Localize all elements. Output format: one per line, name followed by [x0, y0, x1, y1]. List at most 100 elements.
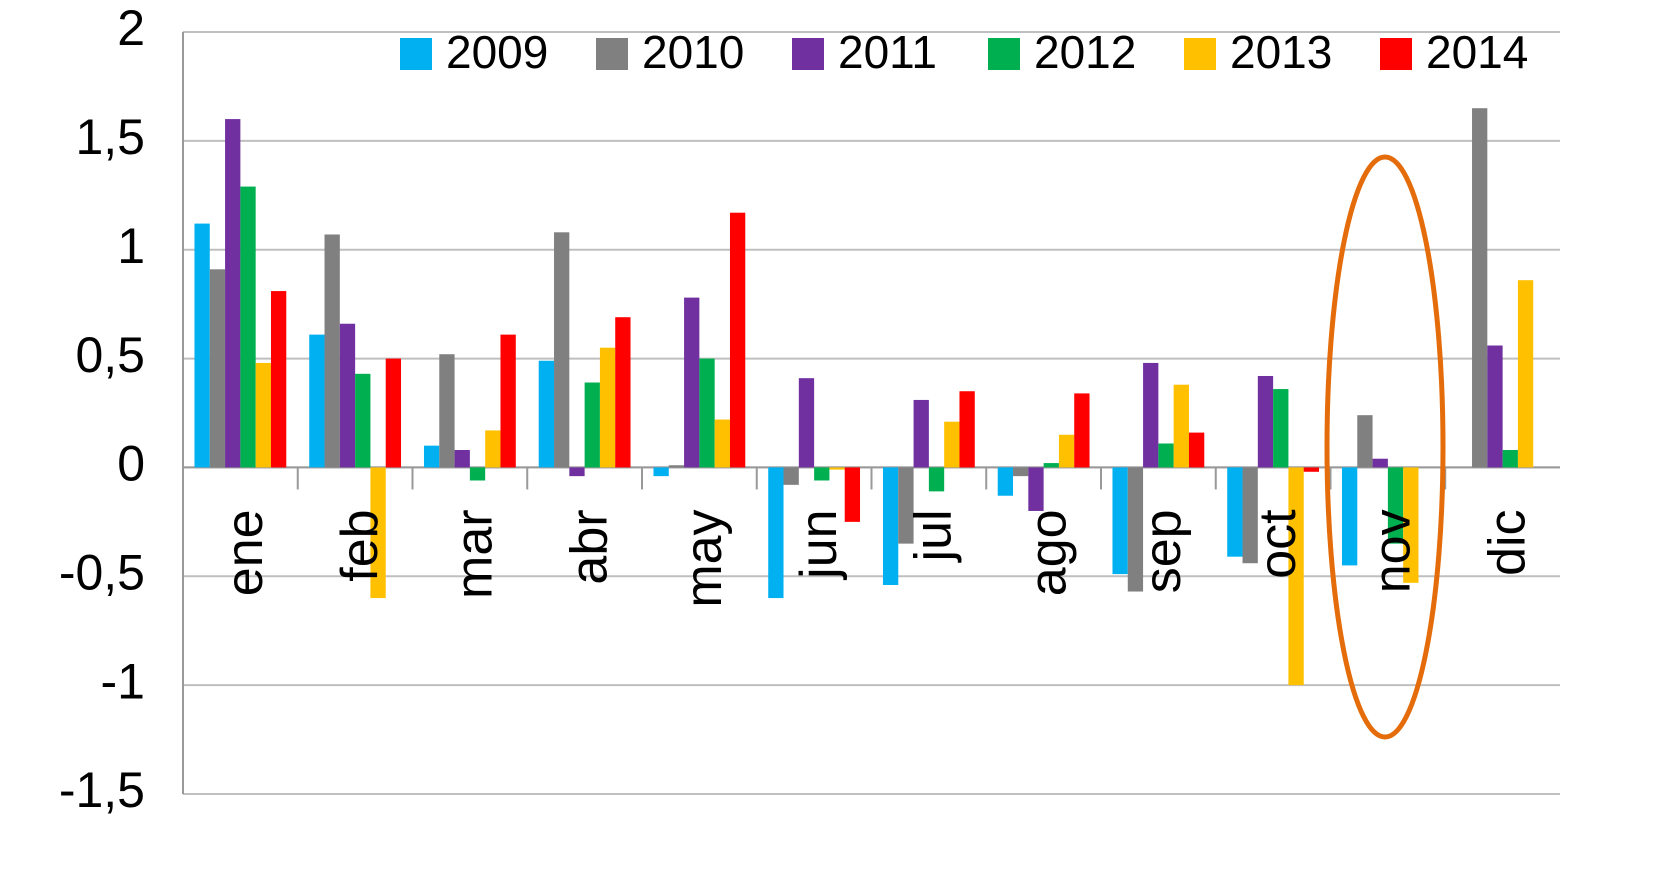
bar: [538, 360, 555, 468]
bar: [1173, 384, 1189, 468]
x-tick-label: ago: [1019, 509, 1077, 596]
legend-swatch: [400, 38, 432, 70]
bar: [324, 234, 340, 468]
bar: [1288, 467, 1304, 686]
bar: [699, 358, 715, 468]
bar: [1013, 467, 1029, 477]
bar: [898, 467, 914, 544]
bar: [1303, 467, 1320, 472]
y-tick-label: 1: [117, 218, 145, 274]
legend-swatch: [792, 38, 824, 70]
bar: [768, 467, 784, 599]
bar: [1387, 467, 1404, 544]
legend-label: 2010: [642, 26, 744, 78]
bar: [1043, 463, 1059, 468]
x-tick-label: ene: [216, 509, 274, 596]
bar: [1357, 415, 1373, 468]
bar: [584, 382, 600, 468]
legend-label: 2009: [446, 26, 548, 78]
x-tick-label: nov: [1364, 509, 1422, 593]
bar: [339, 323, 356, 468]
bar: [1028, 467, 1044, 511]
bar: [355, 373, 371, 468]
bar: [385, 358, 402, 468]
y-tick-label: -1: [101, 653, 145, 709]
bar: [959, 391, 975, 468]
bar: [454, 450, 470, 468]
y-tick-label: 2: [117, 0, 145, 56]
legend-swatch: [1184, 38, 1216, 70]
bar: [653, 467, 669, 477]
x-tick-label: abr: [560, 509, 618, 584]
bar: [928, 467, 945, 492]
x-tick-label: dic: [1478, 509, 1536, 575]
bar: [783, 467, 799, 485]
bar: [1502, 450, 1518, 468]
bar: [1341, 467, 1358, 566]
legend-swatch: [596, 38, 628, 70]
highlight-ellipse: [1324, 154, 1446, 740]
bar: [500, 334, 516, 468]
bar: [554, 232, 570, 468]
bar: [1188, 432, 1205, 468]
x-tick-label: jul: [905, 509, 963, 563]
bar: [844, 467, 861, 522]
x-tick-label: sep: [1134, 509, 1192, 593]
bar: [194, 223, 210, 468]
bar: [944, 421, 960, 468]
bar: [1074, 393, 1090, 468]
bar: [798, 378, 815, 468]
legend-label: 2013: [1230, 26, 1332, 78]
bar: [309, 334, 325, 468]
bar: [209, 269, 226, 468]
y-tick-label: -0,5: [59, 544, 145, 600]
bar: [1257, 375, 1274, 468]
y-tick-label: 0: [117, 436, 145, 492]
bar: [1487, 345, 1503, 468]
bar: [423, 445, 440, 468]
bar: [1227, 467, 1243, 557]
y-tick-label: 1,5: [75, 109, 145, 165]
bar: [913, 399, 929, 468]
x-tick-label: feb: [331, 509, 389, 581]
bar: [569, 467, 585, 477]
bar: [1517, 280, 1534, 468]
bar: [814, 467, 830, 481]
legend-label: 2011: [838, 26, 937, 78]
legend-swatch: [988, 38, 1020, 70]
bar: [668, 465, 685, 468]
bar: [997, 467, 1014, 496]
bar: [684, 297, 700, 468]
bar: [729, 212, 746, 468]
bar: [1127, 467, 1144, 592]
bar: [439, 354, 455, 468]
legend-swatch: [1380, 38, 1412, 70]
bar: [829, 467, 845, 470]
bar: [882, 467, 899, 585]
y-tick-label: 0,5: [75, 327, 145, 383]
bar: [599, 347, 616, 468]
x-tick-label: may: [675, 509, 733, 607]
bar: [240, 186, 256, 468]
bar: [1143, 362, 1159, 468]
bar: [1403, 467, 1419, 583]
bar: [469, 467, 486, 481]
bar: [485, 430, 501, 468]
x-tick-label: mar: [446, 509, 504, 599]
bar: [1472, 108, 1488, 468]
bar: [1372, 458, 1388, 468]
bar: [1273, 389, 1289, 468]
bar: [370, 467, 386, 599]
bar: [225, 119, 241, 468]
x-tick-label: jun: [790, 509, 848, 580]
legend-label: 2012: [1034, 26, 1136, 78]
x-tick-label: oct: [1249, 509, 1307, 579]
bar: [1158, 443, 1174, 468]
y-tick-label: -1,5: [59, 762, 145, 818]
bar: [1112, 467, 1128, 575]
bar: [255, 362, 271, 468]
legend-label: 2014: [1426, 26, 1528, 78]
bar: [270, 291, 287, 468]
bar: [714, 419, 730, 468]
